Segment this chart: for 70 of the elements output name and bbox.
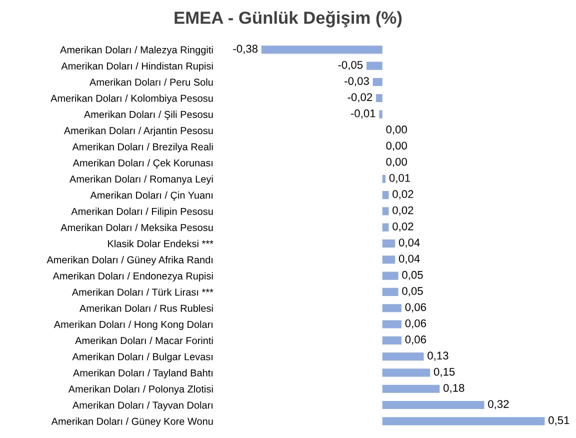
data-label: -0,05 [338,60,363,70]
data-label: 0,01 [389,174,410,184]
bar [382,384,440,393]
bar [382,288,398,296]
y-tick-label: Amerikan Doları / Polonya Zlotisi [68,385,213,395]
bar [261,46,382,54]
data-label: 0,00 [386,126,407,135]
bar [376,94,382,102]
y-tick-label: Amerikan Doları / Macar Forinti [75,336,213,344]
data-label: 0,02 [392,222,414,232]
y-tick-label: Amerikan Doları / Meksika Pesosu [60,224,213,232]
y-tick-label: Amerikan Doları / Hong Kong Doları [54,320,212,330]
y-tick-label: Amerikan Doları / Peru Solu [90,78,213,86]
y-tick-label: Amerikan Doları / Tayland Bahtı [73,369,212,378]
y-tick-label: Amerikan Doları / Arjantin Pesosu [64,126,213,136]
bar [382,191,389,200]
bar [372,78,382,86]
y-tick-label: Amerikan Doları / Endonezya Rupisi [52,272,213,282]
y-tick-label: Amerikan Doları / Brezilya Reali [72,142,213,152]
y-tick-label: Amerikan Doları / Tayvan Doları [72,401,212,411]
data-label: 0,00 [386,158,407,168]
data-label: -0,38 [233,44,258,54]
y-tick-label: Amerikan Doları / Güney Kore Wonu [51,418,213,427]
bar [382,368,430,377]
y-tick-label: Amerikan Doları / Şili Pesosu [84,110,213,120]
bar [382,256,396,264]
bar [382,304,402,312]
data-label: -0,02 [348,93,372,102]
chart-title: EMEA - Günlük Değişim (%) [174,10,402,28]
data-label: 0,06 [405,303,426,312]
bar [382,272,398,280]
bar [382,239,396,248]
bar [382,400,484,410]
data-label: 0,15 [434,368,455,378]
data-label: 0,18 [443,384,464,394]
data-label: 0,13 [428,352,448,361]
bar [382,352,424,361]
y-tick-label: Amerikan Doları / Filipin Pesosu [71,208,213,217]
bar [382,207,389,216]
data-label: 0,04 [398,254,420,264]
bar [382,174,386,183]
bar [382,320,402,328]
data-label: 0,51 [548,416,570,426]
y-tick-label: Amerikan Doları / Hindistan Rupisi [61,62,213,72]
bar [382,417,545,426]
data-label: -0,03 [344,77,369,86]
data-label: 0,04 [398,238,420,248]
y-tick-label: Amerikan Doları / Güney Afrika Randı [46,256,212,266]
data-label: 0,02 [392,206,414,216]
y-tick-label: Amerikan Doları / Kolombiya Pesosu [50,94,213,104]
bar [382,223,389,232]
data-label: 0,06 [405,319,426,329]
bar [379,110,382,118]
data-label: -0,01 [350,109,376,119]
y-tick-label: Amerikan Doları / Rus Rublesi [80,304,213,312]
data-label: 0,06 [405,336,426,345]
y-tick-label: Amerikan Doları / Çin Yuanı [90,191,212,201]
data-label: 0,05 [402,287,423,296]
bar [382,336,402,344]
y-tick-label: Klasik Dolar Endeksi *** [108,240,214,248]
data-label: 0,32 [488,400,509,410]
data-label: 0,02 [392,190,414,200]
data-label: 0,05 [402,270,423,280]
y-tick-label: Amerikan Doları / Bulgar Levası [72,352,212,362]
y-tick-label: Amerikan Doları / Romanya Leyi [70,175,213,185]
y-tick-label: Amerikan Doları / Türk Lirası *** [72,288,214,296]
y-tick-label: Amerikan Doları / Çek Korunası [72,159,212,168]
data-label: 0,00 [386,142,407,151]
bar [366,62,382,70]
y-tick-label: Amerikan Doları / Malezya Ringgiti [60,46,213,56]
